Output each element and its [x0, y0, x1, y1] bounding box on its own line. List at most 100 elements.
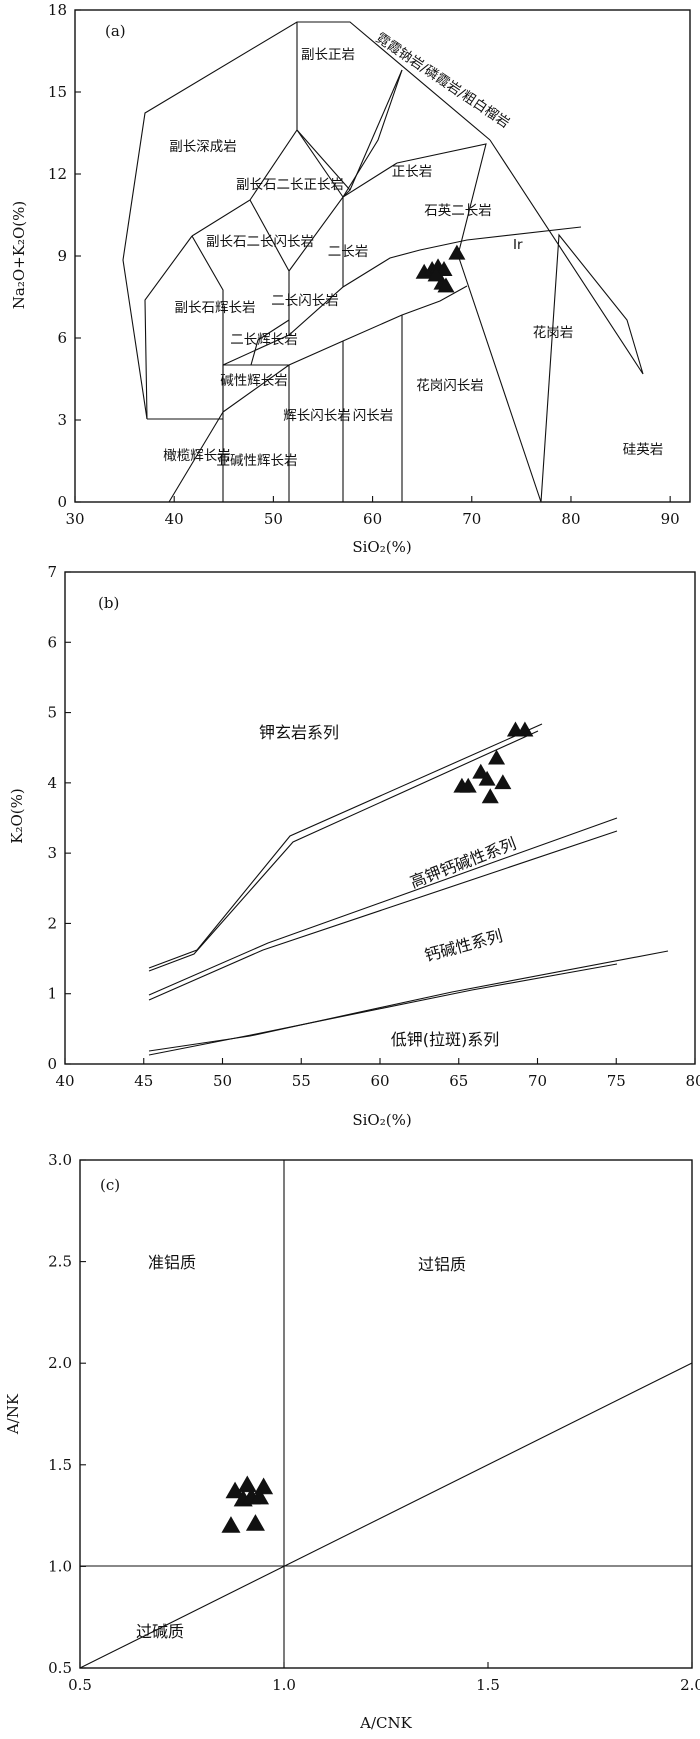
sample-point — [459, 777, 477, 793]
sample-point — [221, 1516, 241, 1533]
x-tick-label: 90 — [661, 510, 680, 528]
label-foid-gabbro: 副长石辉长岩 — [175, 300, 256, 316]
sample-point — [237, 1475, 257, 1493]
label-gabbro-diorite: 辉长闪长岩 — [283, 408, 351, 424]
panel-0-x-ticks: 30 40 50 60 70 80 90 — [65, 496, 680, 528]
panel-a-xlabel: SiO₂(%) — [352, 538, 411, 556]
x-tick-label: 40 — [165, 510, 184, 528]
x-tick-label: 60 — [370, 1072, 389, 1090]
y-tick-label: 0.5 — [48, 1659, 72, 1677]
y-tick-label: 18 — [48, 1, 67, 19]
panel-2-y-ticks: 0.5 1.0 1.5 2.0 2.5 3.0 — [48, 1151, 86, 1677]
panel-0-y-ticks: 0 3 6 9 12 15 18 — [48, 1, 81, 511]
label-foid-monzodiorite: 副长石二长闪长岩 — [206, 234, 314, 250]
label-metaluminous: 准铝质 — [148, 1253, 196, 1272]
x-tick-label: 2.0 — [680, 1676, 700, 1694]
panel-a-field-lines — [122, 21, 644, 503]
label-monzonite: 二长岩 — [328, 244, 369, 260]
x-tick-label: 75 — [607, 1072, 626, 1090]
panel-a-points — [415, 244, 466, 293]
y-tick-label: 1 — [47, 985, 57, 1003]
label-quartz-monzonite: 石英二长岩 — [424, 202, 492, 219]
panel-a-label: (a) — [105, 22, 126, 40]
panel-b-series-boundaries — [148, 723, 669, 1056]
x-tick-label: 0.5 — [68, 1676, 92, 1694]
y-tick-label: 3 — [57, 411, 67, 429]
y-tick-label: 9 — [57, 247, 67, 265]
y-tick-label: 15 — [48, 83, 67, 101]
y-tick-label: 0 — [47, 1055, 57, 1073]
panel-c-boundaries — [79, 1160, 693, 1669]
y-tick-label: 5 — [47, 704, 57, 722]
panel-b-ylabel: K₂O(%) — [8, 788, 26, 843]
label-foid-monzosyenite: 副长石二长正长岩 — [236, 177, 344, 193]
x-tick-label: 65 — [449, 1072, 468, 1090]
label-ir: Ir — [513, 237, 523, 253]
y-tick-label: 7 — [47, 563, 57, 581]
x-tick-label: 1.5 — [476, 1676, 500, 1694]
label-peraluminous: 过铝质 — [418, 1255, 466, 1274]
sample-point — [245, 1514, 265, 1531]
y-tick-label: 6 — [47, 633, 57, 651]
panel-b-points — [453, 721, 534, 804]
sample-point — [435, 261, 453, 276]
label-peralkaline: 过碱质 — [136, 1622, 184, 1641]
y-tick-label: 4 — [47, 774, 57, 792]
x-tick-label: 30 — [65, 510, 84, 528]
x-tick-label: 80 — [685, 1072, 700, 1090]
x-tick-label: 50 — [264, 510, 283, 528]
y-tick-label: 3 — [47, 844, 57, 862]
sample-point — [448, 244, 466, 260]
panel-a-frame — [74, 9, 691, 503]
x-tick-label: 50 — [213, 1072, 232, 1090]
y-tick-label: 1.5 — [48, 1456, 72, 1474]
y-tick-label: 2.0 — [48, 1354, 72, 1372]
label-foid-plutonite: 副长深成岩 — [169, 139, 237, 155]
x-tick-label: 40 — [55, 1072, 74, 1090]
panel-1-x-ticks: 40 45 50 55 60 65 70 75 80 — [55, 1058, 700, 1090]
sample-point — [481, 788, 499, 804]
label-foid-syenite: 副长正岩 — [301, 47, 355, 63]
x-tick-label: 80 — [561, 510, 580, 528]
sample-point — [488, 749, 506, 765]
label-granodiorite: 花岗闪长岩 — [416, 378, 484, 394]
sample-point — [516, 721, 534, 737]
panel-c-frame — [79, 1159, 693, 1669]
panel-c-label: (c) — [100, 1176, 120, 1194]
panel-c-points — [221, 1475, 274, 1533]
label-foidolite: 霓霞钠岩/磷霞岩/粗白榴岩 — [373, 30, 513, 131]
panel-c: (c) 0.5 1.0 1.5 2.0 0.5 1.0 1.5 2.0 2.5 3.0 A/CN… — [4, 1151, 700, 1732]
label-shoshonite-series: 钾玄岩系列 — [259, 723, 339, 742]
sample-point — [478, 770, 496, 786]
y-tick-label: 2 — [47, 914, 57, 932]
y-tick-label: 1.0 — [48, 1557, 72, 1575]
panel-a-field-labels: 霓霞钠岩/磷霞岩/粗白榴岩 副长正岩 副长深成岩 正长岩 副长石二长正长岩 副长… — [163, 30, 663, 469]
panel-2-x-ticks: 0.5 1.0 1.5 2.0 — [68, 1662, 700, 1694]
x-tick-label: 60 — [363, 510, 382, 528]
panel-b-label: (b) — [98, 594, 119, 612]
y-tick-label: 2.5 — [48, 1253, 72, 1271]
label-monzodiorite: 二长闪长岩 — [271, 293, 339, 309]
label-monzogabbro: 二长辉长岩 — [230, 332, 298, 348]
label-quartzolite: 硅英岩 — [623, 441, 664, 458]
y-tick-label: 0 — [57, 493, 67, 511]
label-olivine-gabbro: 橄榄辉长岩 — [163, 447, 231, 464]
label-alkaline-gabbro: 碱性辉长岩 — [220, 373, 288, 389]
label-subalkaline-gabbro: 亚碱性辉长岩 — [217, 453, 298, 469]
x-tick-label: 55 — [292, 1072, 311, 1090]
sample-point — [494, 774, 512, 790]
x-tick-label: 70 — [462, 510, 481, 528]
sample-point — [437, 277, 455, 293]
x-tick-label: 1.0 — [272, 1676, 296, 1694]
panel-b-xlabel: SiO₂(%) — [352, 1111, 411, 1129]
y-tick-label: 6 — [57, 329, 67, 347]
sample-point — [427, 266, 445, 282]
y-tick-label: 3.0 — [48, 1151, 72, 1169]
panel-c-ylabel: A/NK — [4, 1393, 22, 1435]
label-syenite: 正长岩 — [392, 164, 433, 180]
sample-point — [250, 1487, 270, 1505]
label-granite: 花岗岩 — [533, 325, 574, 341]
panel-a-ylabel: Na₂O+K₂O(%) — [10, 201, 28, 309]
